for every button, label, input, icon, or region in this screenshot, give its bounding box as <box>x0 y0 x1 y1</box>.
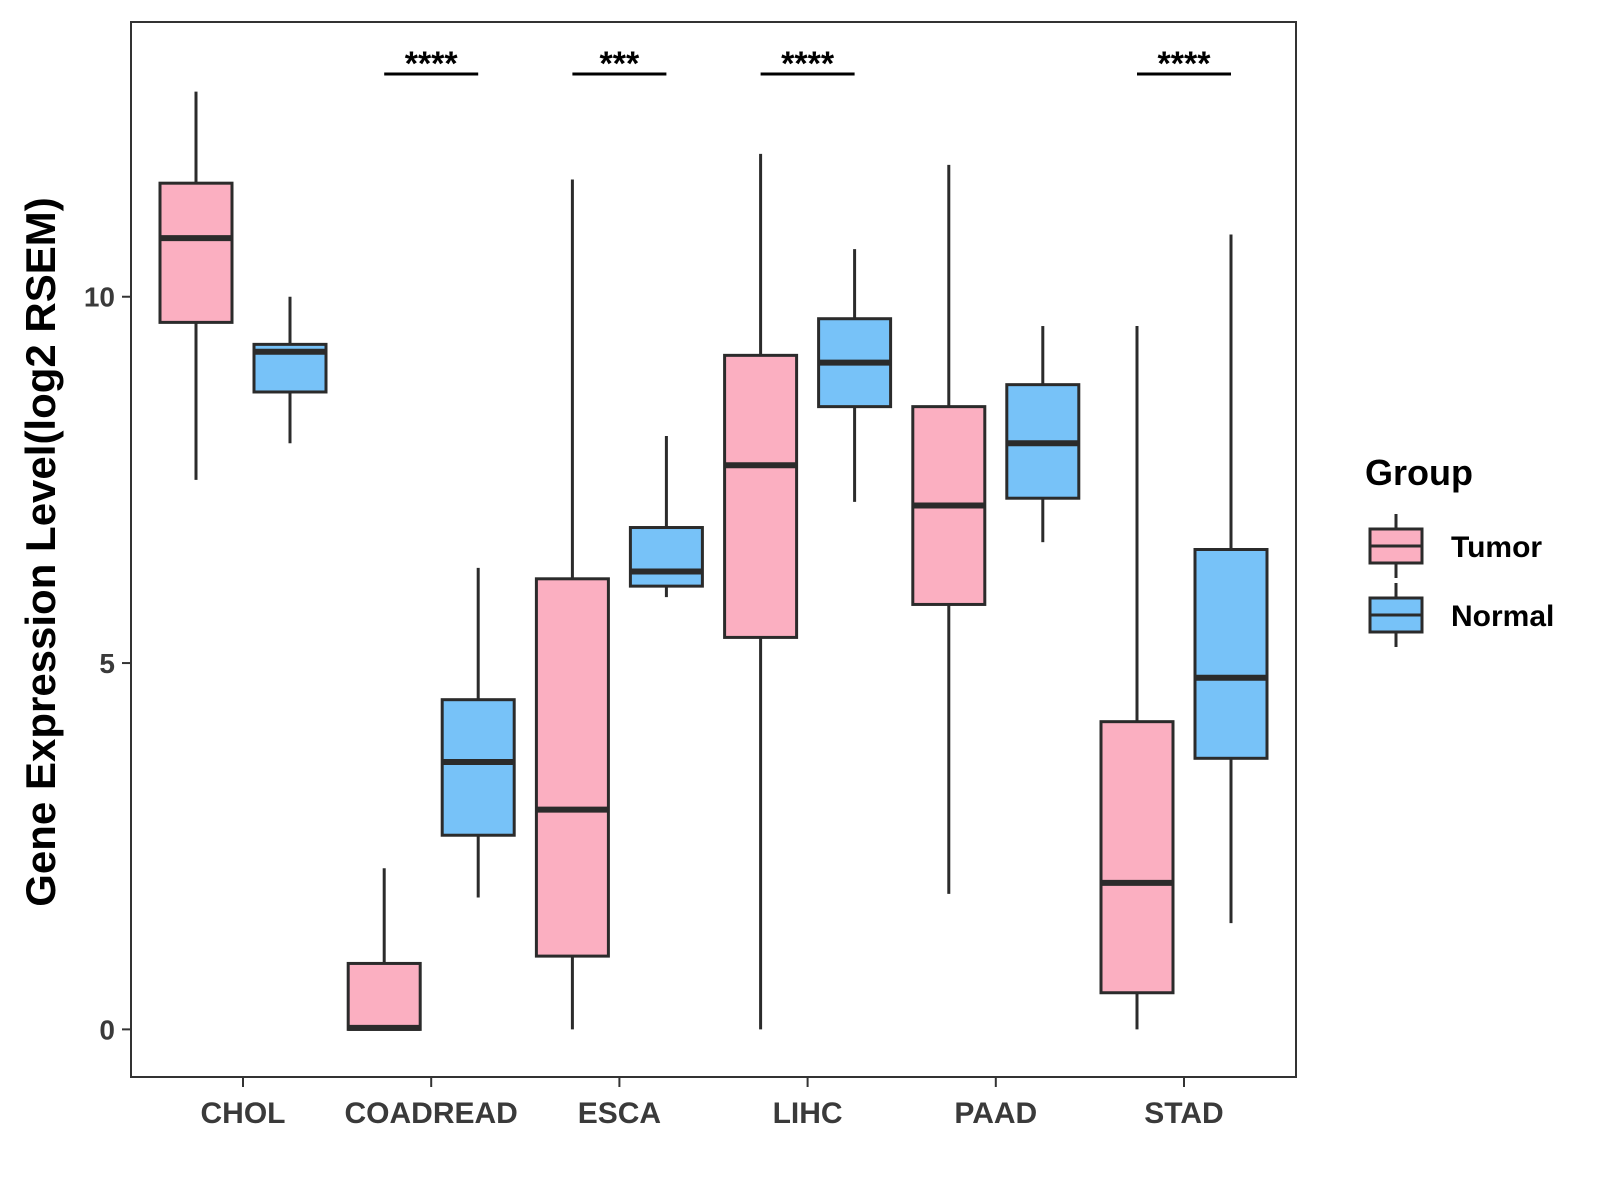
box-body <box>1193 548 1269 760</box>
box-coadread-tumor <box>346 868 422 1031</box>
y-axis-title: Gene Expression Level(log2 RSEM) <box>17 197 64 907</box>
box-body <box>534 577 610 958</box>
box-coadread-normal <box>440 567 516 898</box>
y-tick-label: 0 <box>99 1014 115 1045</box>
box-lihc-tumor <box>723 153 799 1030</box>
x-tick-label-esca: ESCA <box>578 1097 661 1130</box>
x-tick-label-coadread: COADREAD <box>345 1097 518 1130</box>
box-body <box>723 353 799 639</box>
box-body <box>158 181 234 324</box>
x-tick-label-paad: PAAD <box>954 1097 1037 1130</box>
box-esca-normal <box>628 435 704 598</box>
x-tick-label-stad: STAD <box>1144 1097 1223 1130</box>
significance-label: **** <box>1158 45 1212 83</box>
box-paad-tumor <box>911 164 987 894</box>
box-chol-normal <box>252 296 328 444</box>
significance-label: **** <box>405 45 459 83</box>
box-lihc-normal <box>817 249 893 502</box>
significance-label: *** <box>600 45 640 83</box>
y-tick-label: 5 <box>99 648 115 679</box>
legend-label-normal: Normal <box>1451 600 1554 633</box>
y-tick-label: 10 <box>84 282 115 313</box>
box-body <box>628 526 704 588</box>
x-tick-label-chol: CHOL <box>201 1097 286 1130</box>
box-stad-normal <box>1193 234 1269 924</box>
box-body <box>346 961 422 1031</box>
x-tick-label-lihc: LIHC <box>773 1097 843 1130</box>
box-stad-tumor <box>1099 326 1175 1030</box>
boxes-layer <box>158 91 1269 1031</box>
significance-label: **** <box>781 45 835 83</box>
box-body <box>1099 720 1175 995</box>
y-axis: 0 5 10 <box>84 282 131 1045</box>
legend: Group Tumor Normal <box>1365 452 1554 647</box>
legend-entry-normal: Normal <box>1368 583 1554 647</box>
box-esca-tumor <box>534 179 610 1030</box>
legend-label-tumor: Tumor <box>1451 531 1542 564</box>
box-body <box>440 698 516 837</box>
legend-title: Group <box>1365 452 1473 493</box>
legend-entry-tumor: Tumor <box>1368 514 1542 578</box>
x-axis: CHOL COADREAD ESCA LIHC PAAD STAD <box>201 1077 1224 1130</box>
significance-layer: **** *** **** **** <box>384 45 1231 83</box>
box-chol-tumor <box>158 91 234 480</box>
box-paad-normal <box>1005 326 1081 543</box>
